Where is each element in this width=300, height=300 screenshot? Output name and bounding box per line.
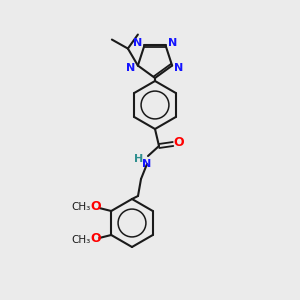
Text: H: H <box>134 154 144 164</box>
Text: O: O <box>90 232 101 245</box>
Text: N: N <box>168 38 177 48</box>
Text: O: O <box>174 136 184 149</box>
Text: CH₃: CH₃ <box>72 202 91 212</box>
Text: N: N <box>126 63 136 73</box>
Text: N: N <box>175 63 184 73</box>
Text: N: N <box>142 159 152 169</box>
Text: CH₃: CH₃ <box>72 235 91 245</box>
Text: O: O <box>90 200 101 214</box>
Text: N: N <box>133 38 142 48</box>
